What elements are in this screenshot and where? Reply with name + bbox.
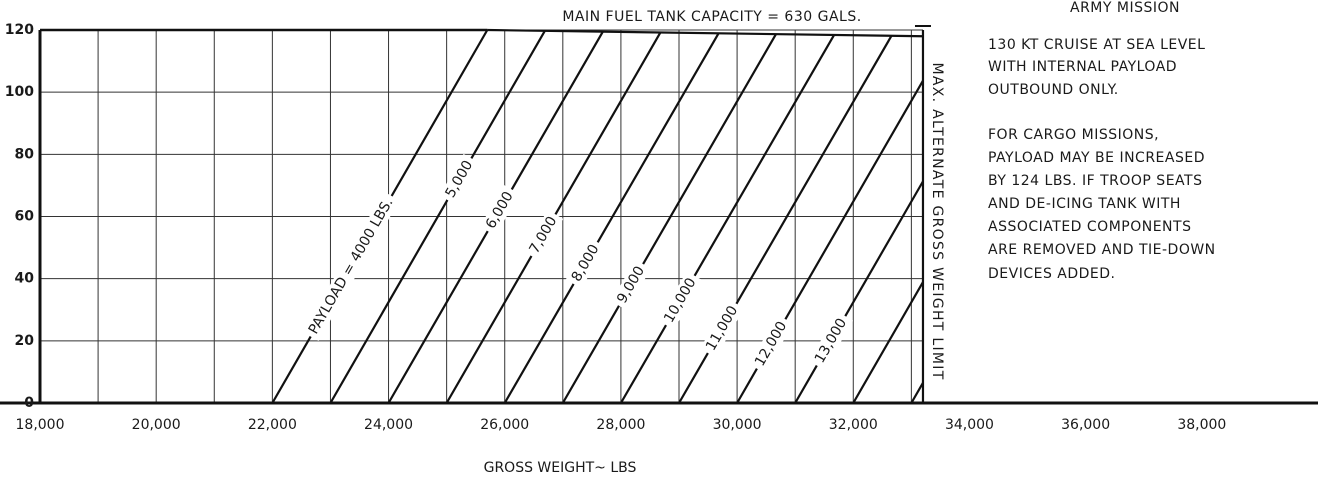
payload-line [329,30,546,404]
label-background [439,153,480,205]
payload-label-group: 10,000 [658,271,703,330]
payload-label: 7,000 [527,214,561,257]
x-tick-label: 18,000 [16,417,65,433]
payload-label-group: 11,000 [700,299,745,358]
note-line: 130 KT CRUISE AT SEA LEVEL [988,37,1205,53]
notes-title: ARMY MISSION [1070,0,1180,16]
payload-label-group: 8,000 [565,237,606,289]
x-tick-label: 30,000 [713,417,762,433]
payload-line [619,34,836,404]
label-background [523,209,564,261]
note-line: DEVICES ADDED. [988,266,1116,282]
x-tick-label: 36,000 [1061,417,1110,433]
payload-label-group: 5,000 [439,153,480,205]
payload-line [561,33,777,404]
x-tick-label: 20,000 [132,417,181,433]
x-tick-label: 38,000 [1177,417,1226,433]
label-background [479,184,520,236]
x-tick-label: 26,000 [480,417,529,433]
y-tick-label: 60 [15,209,35,225]
x-tick-label: 28,000 [596,417,645,433]
payload-line [794,180,924,404]
x-tick-label: 32,000 [829,417,878,433]
payload-line [852,281,924,404]
payload-label-group: 12,000 [749,314,794,374]
y-tick-label: 100 [5,84,34,100]
payload-label: 8,000 [569,242,603,285]
x-tick-label: 22,000 [248,417,297,433]
payload-label: 5,000 [442,158,476,201]
note-line: ASSOCIATED COMPONENTS [988,219,1191,235]
label-background [565,237,606,289]
fuel-line-label: MAIN FUEL TANK CAPACITY = 630 GALS. [562,9,861,25]
label-background [302,191,400,342]
x-tick-label: 34,000 [945,417,994,433]
note-line: BY 124 LBS. IF TROOP SEATS [988,173,1202,189]
note-line: WITH INTERNAL PAYLOAD [988,59,1177,75]
y-tick-label: 40 [15,271,35,287]
payload-line [910,382,924,404]
x-tick-label: 24,000 [364,417,413,433]
label-background [749,314,794,374]
payload-line [503,32,720,404]
note-line: FOR CARGO MISSIONS, [988,127,1159,143]
note-line: ARE REMOVED AND TIE-DOWN [988,242,1216,258]
note-line: AND DE-ICING TANK WITH [988,196,1181,212]
payload-label: 9,000 [614,264,648,307]
y-tick-label: 20 [15,333,35,349]
y-tick-label: 80 [15,146,35,162]
payload-label-group: PAYLOAD = 4000 LBS. [302,191,400,342]
payload-label-group: 6,000 [479,184,520,236]
label-background [700,299,745,358]
note-line: OUTBOUND ONLY. [988,82,1119,98]
x-axis-label: GROSS WEIGHT~ LBS [484,460,637,476]
label-background [808,311,854,371]
label-background [658,271,703,330]
payload-label: 6,000 [483,189,517,232]
label-background [611,259,651,311]
fuel-capacity-line [487,28,923,38]
y-tick-label: 120 [5,22,34,38]
payload-label-group: 7,000 [523,209,564,261]
y-tick-label: 0 [24,395,34,411]
limit-line-label: MAX. ALTERNATE GROSS WEIGHT LIMIT [929,62,945,380]
note-line: PAYLOAD MAY BE INCREASED [988,150,1205,166]
payload-label-group: 9,000 [611,259,651,311]
